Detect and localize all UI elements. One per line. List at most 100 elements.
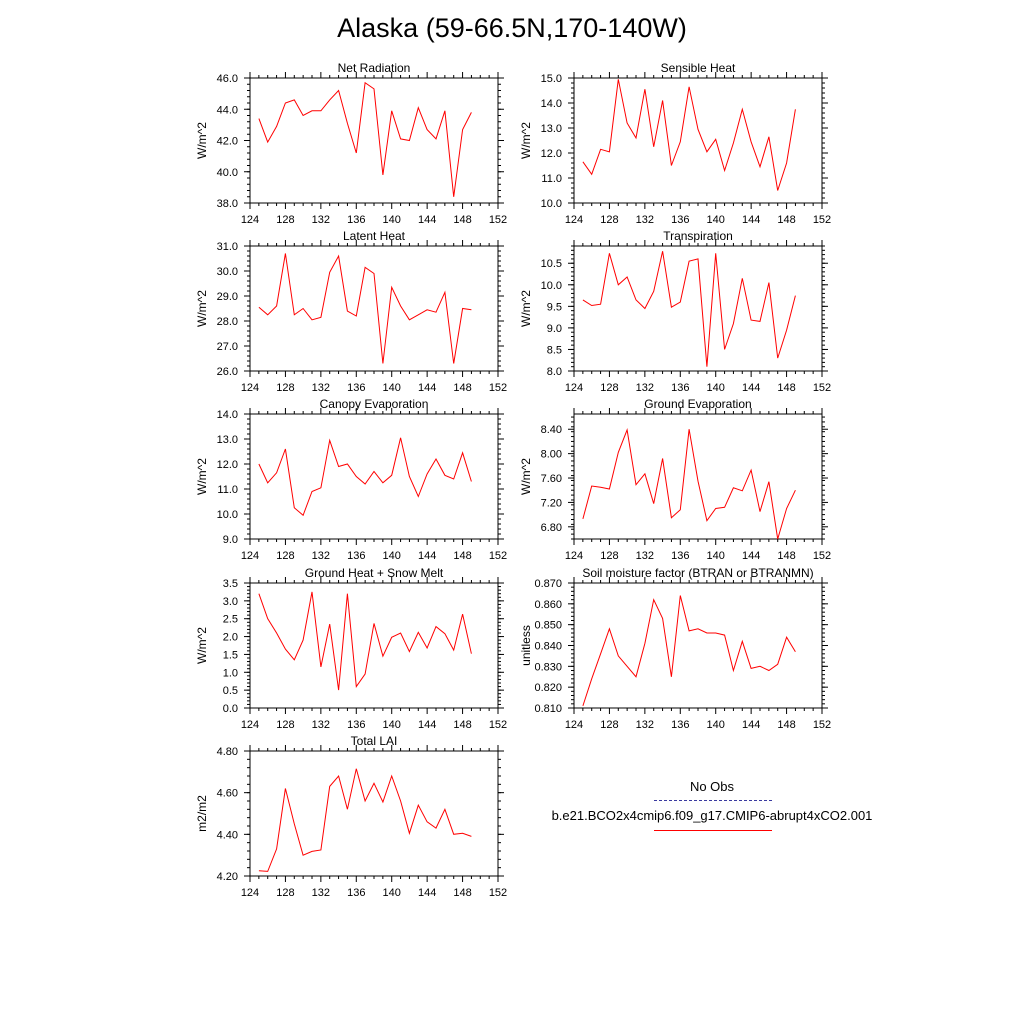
y-tick-label: 1.5 (223, 649, 238, 661)
x-tick-label: 136 (347, 550, 365, 562)
x-tick-label: 132 (312, 550, 330, 562)
legend-model-line (654, 830, 772, 831)
x-tick-label: 124 (565, 382, 583, 394)
x-tick-label: 152 (489, 719, 507, 731)
x-tick-label: 144 (418, 887, 436, 899)
y-tick-label: 0.860 (534, 599, 562, 611)
y-tick-label: 3.0 (223, 596, 238, 608)
x-tick-label: 140 (707, 382, 725, 394)
series-line (258, 437, 472, 517)
y-tick-label: 0.830 (534, 661, 562, 673)
x-tick-label: 144 (742, 719, 760, 731)
panel-title: Ground Evaporation (644, 397, 751, 411)
x-tick-label: 124 (241, 214, 259, 226)
x-tick-label: 128 (276, 887, 294, 899)
legend-obs-line (654, 800, 772, 801)
y-tick-label: 4.20 (217, 871, 238, 883)
x-tick-label: 136 (347, 887, 365, 899)
plot-frame (249, 582, 499, 709)
x-tick-label: 140 (707, 550, 725, 562)
y-tick-label: 2.5 (223, 614, 238, 626)
chart-panel-6: Ground Evaporation W/m^2 124 128 132 136 140 14… (519, 397, 831, 562)
y-tick-label: 0.840 (534, 641, 562, 653)
x-tick-label: 140 (383, 382, 401, 394)
y-tick-label: 4.40 (217, 829, 238, 841)
figure-title: Alaska (59-66.5N,170-140W) (337, 13, 687, 43)
y-tick-label: 30.0 (217, 266, 238, 278)
x-tick-label: 140 (383, 719, 401, 731)
x-tick-label: 132 (312, 214, 330, 226)
panel-title: Canopy Evaporation (320, 397, 429, 411)
series-line (258, 253, 472, 364)
y-tick-label: 8.00 (541, 449, 562, 461)
panel-title: Sensible Heat (661, 61, 736, 75)
y-tick-label: 0.810 (534, 703, 562, 715)
x-tick-label: 140 (383, 887, 401, 899)
y-axis-label: W/m^2 (195, 458, 209, 495)
x-tick-label: 144 (418, 382, 436, 394)
x-tick-label: 152 (813, 719, 831, 731)
x-tick-label: 132 (636, 719, 654, 731)
x-tick-label: 148 (453, 214, 471, 226)
x-tick-label: 148 (453, 382, 471, 394)
y-tick-label: 0.5 (223, 685, 238, 697)
x-tick-label: 132 (636, 550, 654, 562)
x-tick-label: 128 (600, 382, 618, 394)
plot-frame (249, 750, 499, 877)
x-tick-label: 140 (707, 214, 725, 226)
x-tick-label: 136 (671, 550, 689, 562)
x-tick-label: 132 (636, 214, 654, 226)
x-tick-label: 132 (312, 382, 330, 394)
x-tick-label: 148 (453, 550, 471, 562)
x-tick-label: 148 (777, 382, 795, 394)
legend-model-label: b.e21.BCO2x4cmip6.f09_g17.CMIP6-abrupt4x… (551, 808, 873, 823)
y-tick-label: 44.0 (217, 104, 238, 116)
y-tick-label: 8.40 (541, 424, 562, 436)
y-tick-label: 28.0 (217, 316, 238, 328)
x-tick-label: 144 (418, 214, 436, 226)
x-tick-label: 144 (418, 719, 436, 731)
y-tick-label: 10.0 (217, 509, 238, 521)
series-line (582, 79, 796, 191)
y-tick-label: 31.0 (217, 241, 238, 253)
y-tick-label: 3.5 (223, 578, 238, 590)
series-line (258, 81, 472, 197)
x-tick-label: 148 (777, 214, 795, 226)
x-tick-label: 124 (565, 550, 583, 562)
x-tick-label: 136 (347, 214, 365, 226)
x-tick-label: 128 (276, 382, 294, 394)
y-tick-label: 11.0 (217, 484, 238, 496)
x-tick-label: 132 (636, 382, 654, 394)
y-tick-label: 12.0 (217, 459, 238, 471)
y-tick-label: 9.0 (547, 323, 562, 335)
x-tick-label: 128 (600, 214, 618, 226)
y-tick-label: 27.0 (217, 341, 238, 353)
plot-frame (573, 413, 823, 540)
y-tick-label: 0.820 (534, 682, 562, 694)
x-tick-label: 148 (453, 719, 471, 731)
series-line (582, 251, 796, 367)
chart-panel-8: Soil moisture factor (BTRAN or BTRANMN) u… (519, 566, 831, 731)
y-axis-label: W/m^2 (195, 290, 209, 327)
y-tick-label: 15.0 (541, 73, 562, 85)
y-tick-label: 10.0 (541, 198, 562, 210)
x-tick-label: 140 (383, 550, 401, 562)
y-tick-label: 14.0 (541, 98, 562, 110)
x-tick-label: 128 (276, 550, 294, 562)
chart-panel-1: Net Radiation W/m^2 124 128 132 136 140 144 148 1… (195, 61, 507, 226)
y-tick-label: 7.20 (541, 497, 562, 509)
legend: No Obs b.e21.BCO2x4cmip6.f09_g17.CMIP6-a… (512, 776, 912, 846)
x-tick-label: 152 (813, 382, 831, 394)
panel-title: Net Radiation (338, 61, 411, 75)
y-tick-label: 38.0 (217, 198, 238, 210)
y-tick-label: 13.0 (217, 434, 238, 446)
x-tick-label: 124 (241, 550, 259, 562)
chart-panel-9: Total LAI m2/m2 124 128 132 136 140 144 148 152 4.… (195, 734, 507, 899)
x-tick-label: 148 (453, 887, 471, 899)
x-tick-label: 128 (276, 719, 294, 731)
y-tick-label: 13.0 (541, 123, 562, 135)
y-tick-label: 4.60 (217, 788, 238, 800)
y-tick-label: 0.0 (223, 703, 238, 715)
panel-title: Soil moisture factor (BTRAN or BTRANMN) (582, 566, 813, 580)
